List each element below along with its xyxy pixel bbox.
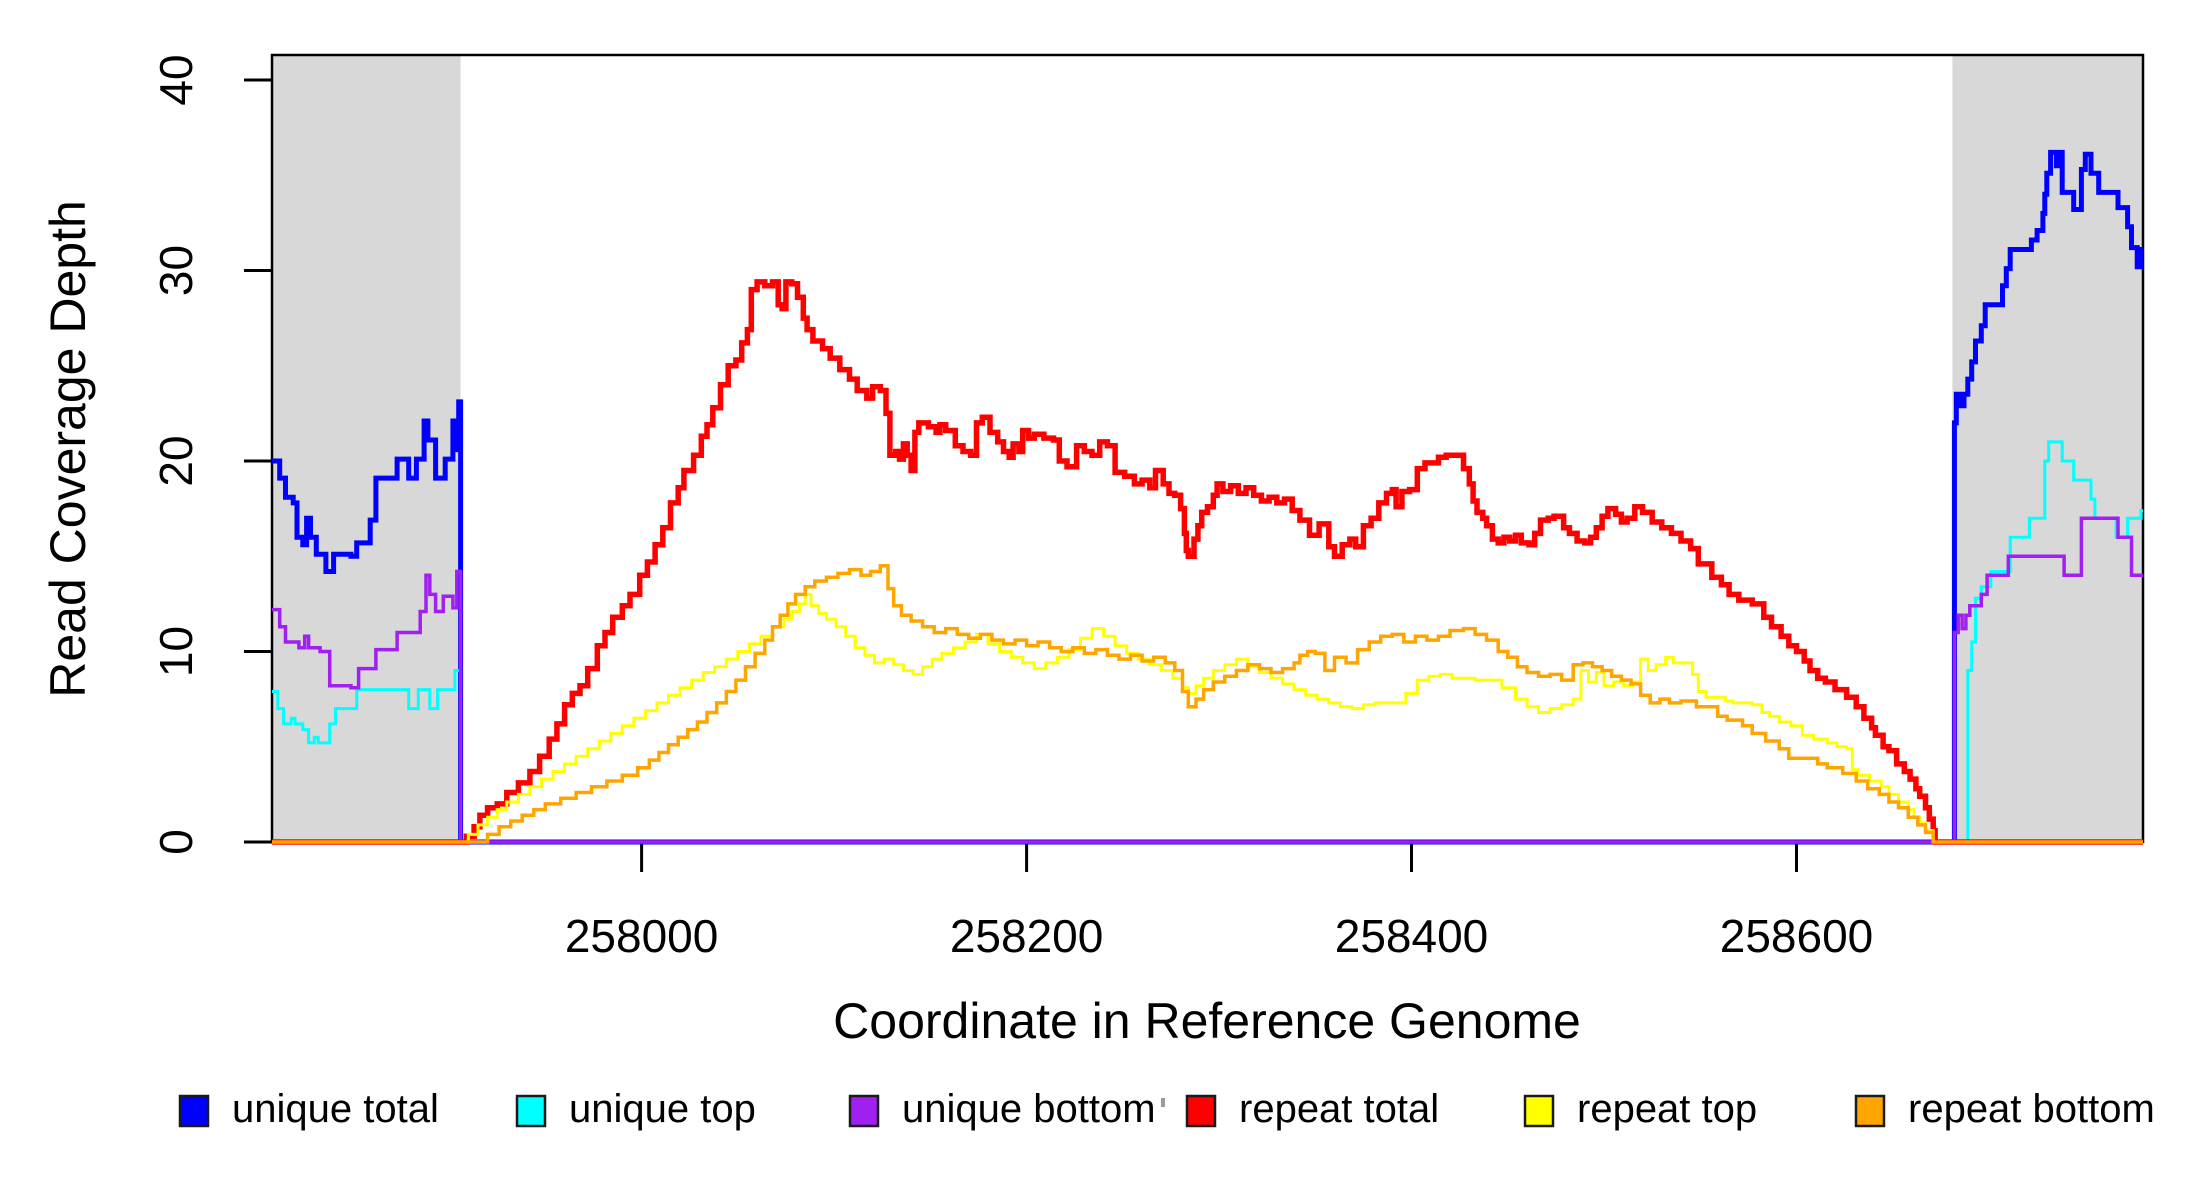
legend-swatch-0 — [178, 1094, 210, 1128]
legend-swatch-1 — [515, 1094, 547, 1128]
x-tick-label-3: 258600 — [1720, 910, 1874, 962]
legend-swatch-2 — [848, 1094, 880, 1128]
series-repeat-bottom — [272, 564, 2143, 844]
legend-swatch-5 — [1854, 1094, 1886, 1128]
plot-box — [270, 53, 2145, 844]
legend-label-4: repeat top — [1577, 1087, 1757, 1131]
series-repeat-total — [272, 279, 2143, 845]
stray-dot — [1161, 1098, 1165, 1107]
legend-label-0: unique total — [232, 1087, 439, 1131]
legend-label-1: unique top — [569, 1087, 756, 1131]
series-unique-total — [272, 149, 2144, 845]
axis-tick-labels: 258000 258200 258400 258600 0 10 20 30 40 — [150, 54, 1873, 962]
x-tick-label-0: 258000 — [565, 910, 719, 962]
y-tick-label-2: 20 — [150, 435, 202, 486]
legend-item-unique-bottom: unique bottom — [848, 1087, 1156, 1131]
shaded-region-0 — [272, 55, 461, 842]
legend-item-repeat-bottom: repeat bottom — [1854, 1087, 2155, 1131]
legend-label-3: repeat total — [1239, 1087, 1439, 1131]
series-unique-bottom — [272, 516, 2143, 844]
legend: unique total unique top unique bottom repea… — [178, 1087, 2155, 1131]
y-tick-label-4: 40 — [150, 54, 202, 105]
legend-label-2: unique bottom — [902, 1087, 1156, 1131]
y-tick-label-0: 0 — [150, 829, 202, 855]
legend-label-5: repeat bottom — [1908, 1087, 2155, 1131]
y-axis-title: Read Coverage Depth — [40, 200, 96, 698]
legend-item-unique-total: unique total — [178, 1087, 439, 1131]
x-tick-label-1: 258200 — [950, 910, 1104, 962]
y-tick-label-3: 30 — [150, 245, 202, 296]
legend-swatch-4 — [1523, 1094, 1555, 1128]
x-tick-label-2: 258400 — [1335, 910, 1489, 962]
series-lines — [272, 149, 2144, 845]
x-axis-title: Coordinate in Reference Genome — [833, 993, 1581, 1049]
legend-item-repeat-total: repeat total — [1185, 1087, 1439, 1131]
axis-ticks — [244, 78, 1798, 872]
legend-swatch-3 — [1185, 1094, 1217, 1128]
legend-item-unique-top: unique top — [515, 1087, 756, 1131]
legend-item-repeat-top: repeat top — [1523, 1087, 1757, 1131]
shaded-regions — [272, 55, 2143, 842]
y-tick-label-1: 10 — [150, 626, 202, 677]
